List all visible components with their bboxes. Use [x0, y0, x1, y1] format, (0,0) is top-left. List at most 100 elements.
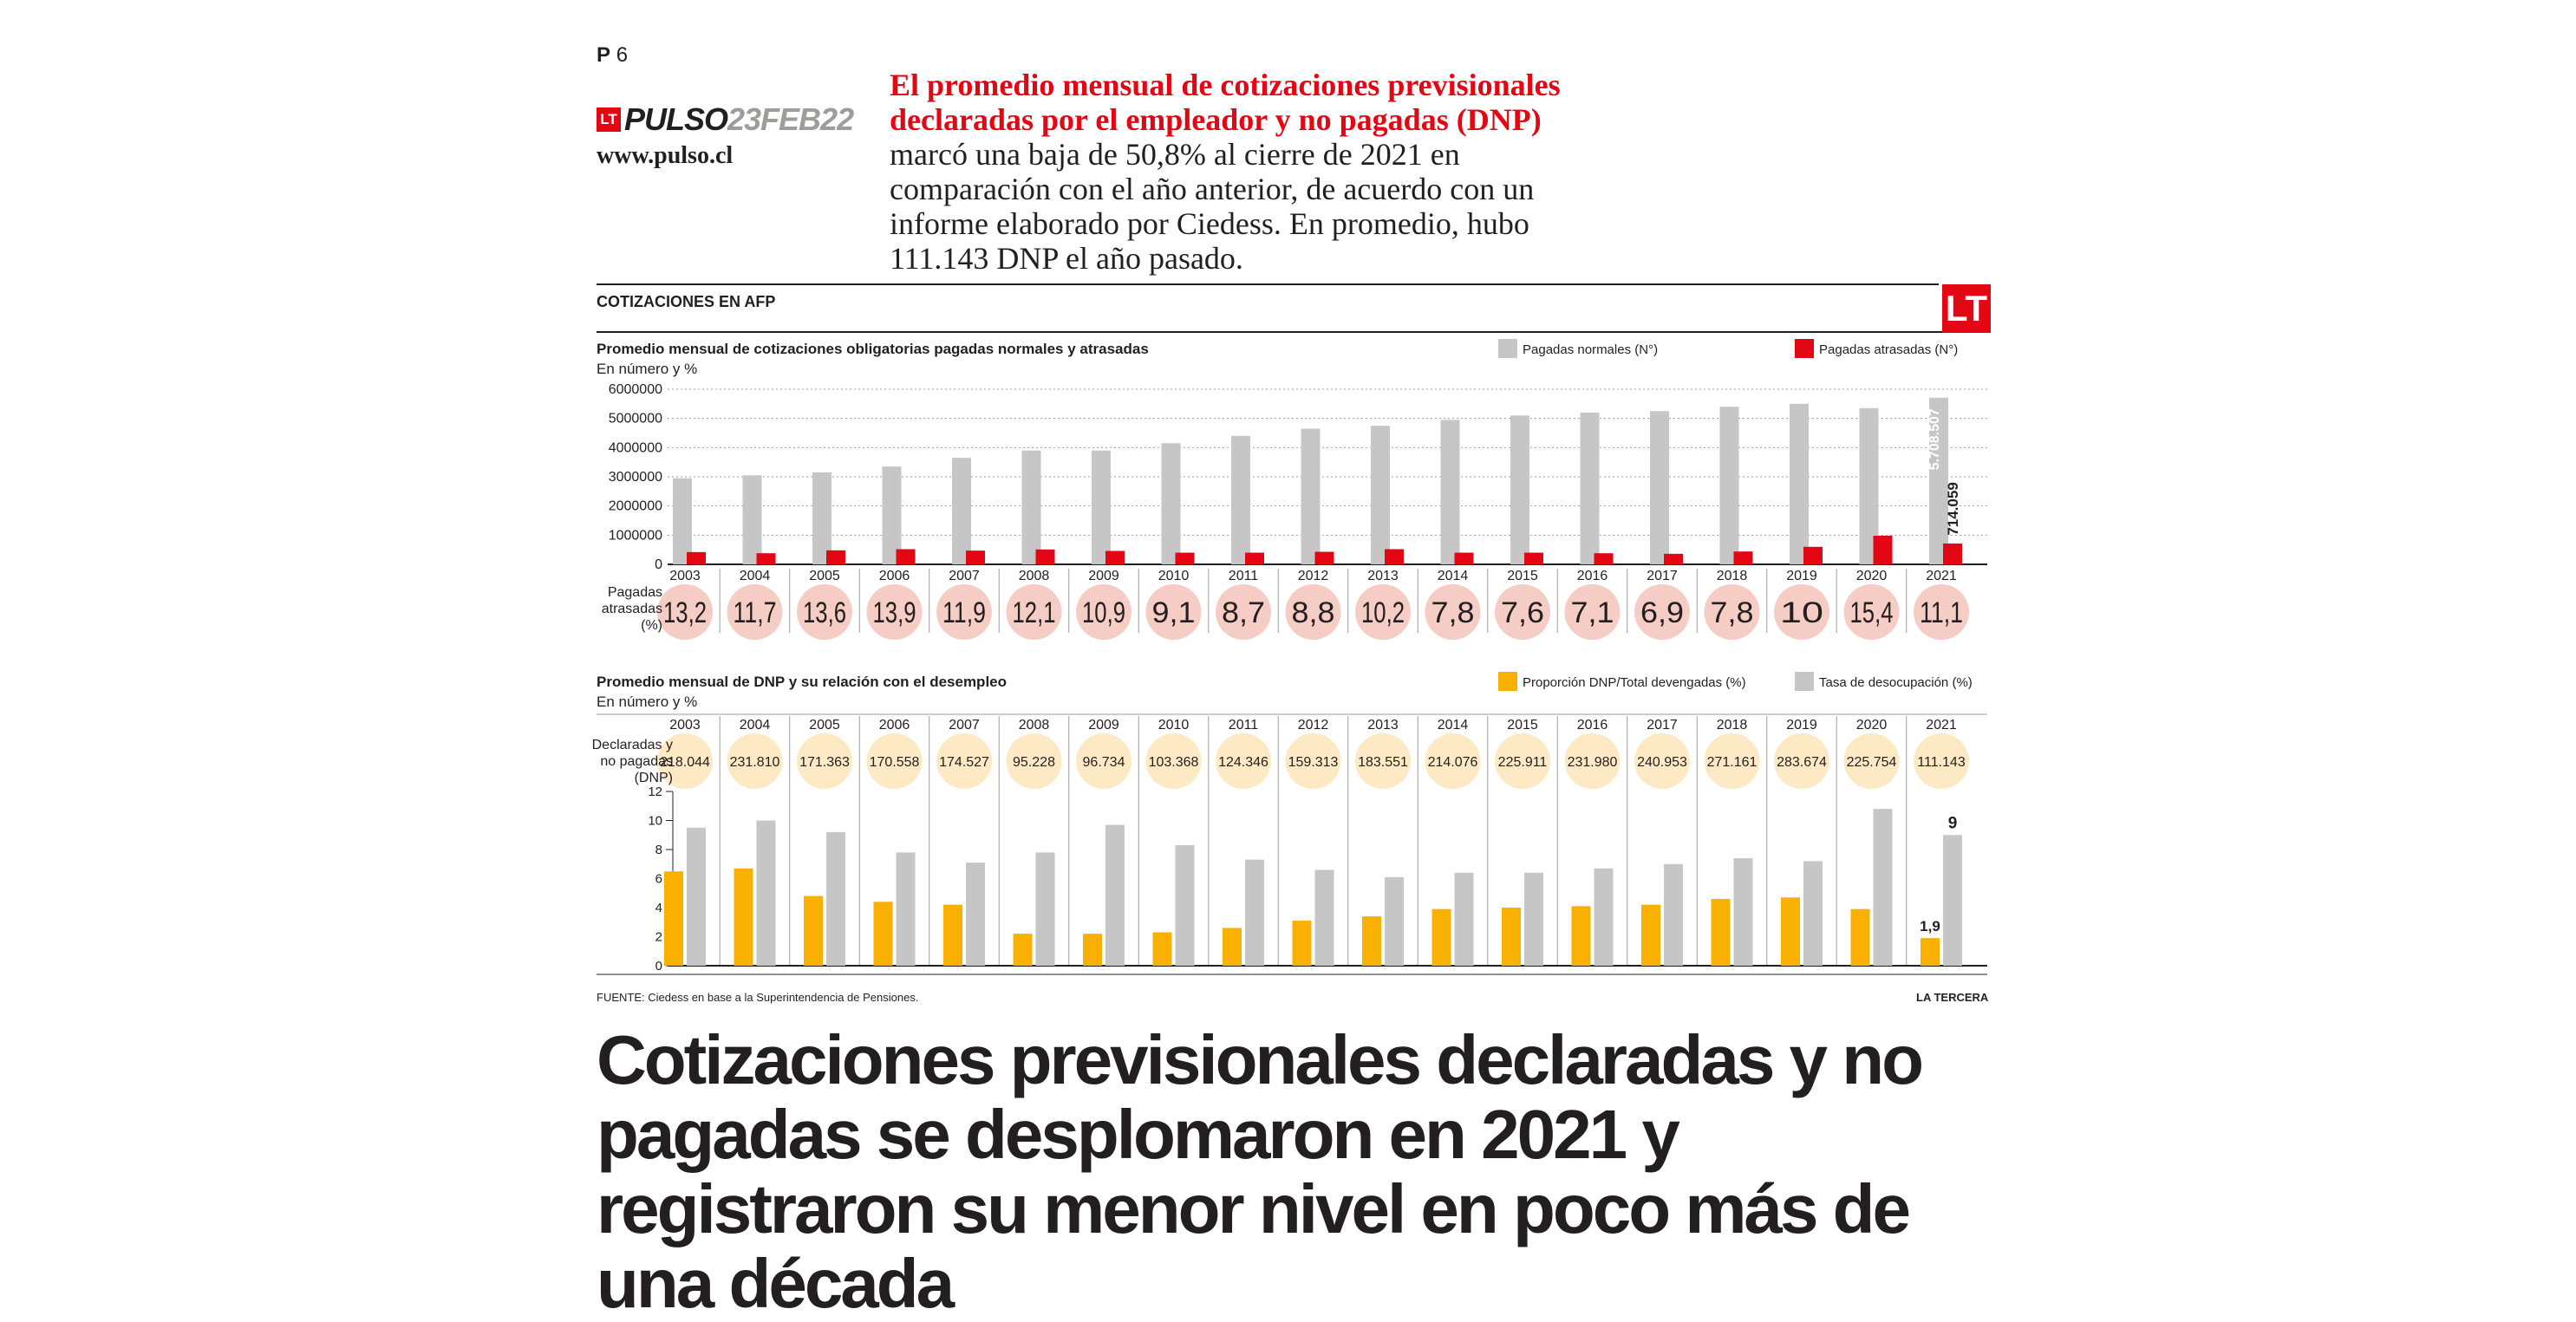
x-tick-label: 2016 — [1577, 718, 1608, 733]
percent-value: 13,9 — [873, 596, 916, 629]
dnp-value: 283.674 — [1777, 755, 1827, 770]
percent-circle — [866, 584, 923, 640]
percent-value: 11,7 — [734, 596, 777, 629]
dnp-circle — [1564, 733, 1621, 789]
dnp-circle — [936, 733, 992, 789]
site-url[interactable]: www.pulso.cl — [597, 142, 734, 169]
y-tick-label: 0 — [655, 557, 662, 572]
x-tick-label: 2009 — [1088, 569, 1119, 583]
chart-subtitle: En número y % — [597, 361, 697, 377]
bar-proporcion-dnp — [1502, 908, 1521, 966]
bar-pagadas-atrasadas — [1385, 549, 1404, 564]
bar-pagadas-atrasadas — [1873, 536, 1893, 564]
legend-label: Tasa de desocupación (%) — [1819, 675, 1973, 690]
percent-value: 7,1 — [1571, 596, 1614, 629]
bar-proporcion-dnp — [734, 868, 753, 966]
bar-proporcion-dnp — [873, 902, 893, 966]
legend-swatch — [1498, 339, 1517, 358]
dnp-value: 225.911 — [1498, 755, 1548, 770]
legend-label: Pagadas atrasadas (N°) — [1819, 342, 1958, 357]
annotation-dnp: 1,9 — [1920, 918, 1940, 935]
dnp-value: 231.980 — [1568, 755, 1618, 770]
lead-highlight: El promedio mensual de cotizaciones prev… — [890, 68, 1561, 137]
x-tick-label: 2015 — [1507, 718, 1538, 733]
masthead: LT PULSO 23FEB22 — [597, 101, 854, 137]
bar-tasa-desocupacion — [1105, 824, 1125, 966]
bar-pagadas-atrasadas — [1454, 552, 1474, 564]
bar-tasa-desocupacion — [826, 831, 845, 966]
percent-circle — [1145, 584, 1202, 640]
percent-circle — [727, 584, 783, 640]
x-tick-label: 2018 — [1717, 718, 1748, 733]
dnp-value: 95.228 — [1013, 755, 1055, 770]
bar-pagadas-atrasadas — [1803, 546, 1823, 564]
y-tick-label: 6 — [655, 872, 662, 887]
bar-pagadas-normales — [882, 466, 902, 564]
bar-pagadas-normales — [1301, 428, 1321, 564]
dnp-circle — [727, 733, 783, 789]
annotation-desocupacion: 9 — [1948, 814, 1958, 832]
bar-pagadas-normales — [1580, 412, 1600, 564]
dnp-circle — [1914, 733, 1969, 789]
bar-pagadas-atrasadas — [1943, 543, 1962, 564]
y-tick-label: 0 — [655, 959, 662, 974]
x-tick-label: 2007 — [949, 718, 980, 733]
bar-pagadas-atrasadas — [1664, 553, 1683, 564]
bar-proporcion-dnp — [1921, 938, 1940, 966]
bar-proporcion-dnp — [1013, 934, 1033, 966]
bar-pagadas-atrasadas — [1314, 551, 1334, 564]
x-tick-label: 2020 — [1856, 718, 1888, 733]
x-tick-label: 2019 — [1786, 718, 1817, 733]
dnp-circle — [866, 733, 923, 789]
x-tick-label: 2003 — [669, 718, 701, 733]
x-tick-label: 2011 — [1229, 569, 1259, 583]
dnp-circle — [1704, 733, 1760, 789]
x-tick-label: 2008 — [1019, 718, 1050, 733]
legend-swatch — [1498, 672, 1517, 691]
y-tick-label: 2000000 — [609, 499, 662, 514]
percent-circle — [1564, 584, 1621, 640]
x-tick-label: 2012 — [1298, 569, 1329, 583]
page-number: P 6 — [597, 43, 629, 67]
bar-tasa-desocupacion — [896, 852, 916, 966]
bar-pagadas-atrasadas — [1245, 552, 1264, 564]
dnp-value: 103.368 — [1149, 755, 1199, 770]
section-label: COTIZACIONES EN AFP — [597, 293, 776, 310]
x-tick-label: 2010 — [1158, 718, 1190, 733]
bar-tasa-desocupacion — [1035, 852, 1055, 966]
x-tick-label: 2012 — [1298, 718, 1329, 733]
bar-pagadas-normales — [1371, 426, 1390, 564]
dnp-circle — [797, 733, 852, 789]
dnp-circle — [1285, 733, 1341, 789]
bar-tasa-desocupacion — [1873, 809, 1893, 966]
percent-circle — [797, 584, 852, 640]
percent-value: 10,2 — [1361, 596, 1405, 629]
y-tick-label: 3000000 — [609, 470, 662, 485]
percent-circle — [1914, 584, 1969, 640]
bar-tasa-desocupacion — [687, 827, 706, 966]
brand-name: PULSO — [624, 101, 728, 137]
y-tick-label: 2 — [655, 930, 662, 945]
lt-logo-icon: LT — [1942, 284, 1991, 333]
x-tick-label: 2010 — [1158, 569, 1190, 583]
percent-value: 15,4 — [1850, 596, 1894, 629]
bar-pagadas-normales — [1092, 450, 1111, 564]
bar-pagadas-normales — [1650, 411, 1669, 564]
x-tick-label: 2015 — [1507, 569, 1538, 583]
source-note: FUENTE: Ciedess en base a la Superintend… — [597, 991, 919, 1004]
x-tick-label: 2014 — [1438, 569, 1469, 583]
bar-pagadas-normales — [673, 478, 692, 564]
y-tick-label: 10 — [648, 814, 662, 829]
bar-pagadas-atrasadas — [1035, 549, 1055, 564]
x-tick-label: 2016 — [1577, 569, 1608, 583]
bar-tasa-desocupacion — [1664, 863, 1683, 966]
y-tick-label: 4000000 — [609, 440, 662, 455]
bar-tasa-desocupacion — [1245, 859, 1264, 966]
row-label: no pagadas — [600, 754, 673, 769]
dnp-circle — [1425, 733, 1481, 789]
section-rule — [597, 331, 1949, 333]
row-label: Pagadas — [608, 585, 662, 600]
x-tick-label: 2008 — [1019, 569, 1050, 583]
annotation-normales: 5.708.507 — [1927, 408, 1942, 470]
x-tick-label: 2017 — [1647, 569, 1678, 583]
